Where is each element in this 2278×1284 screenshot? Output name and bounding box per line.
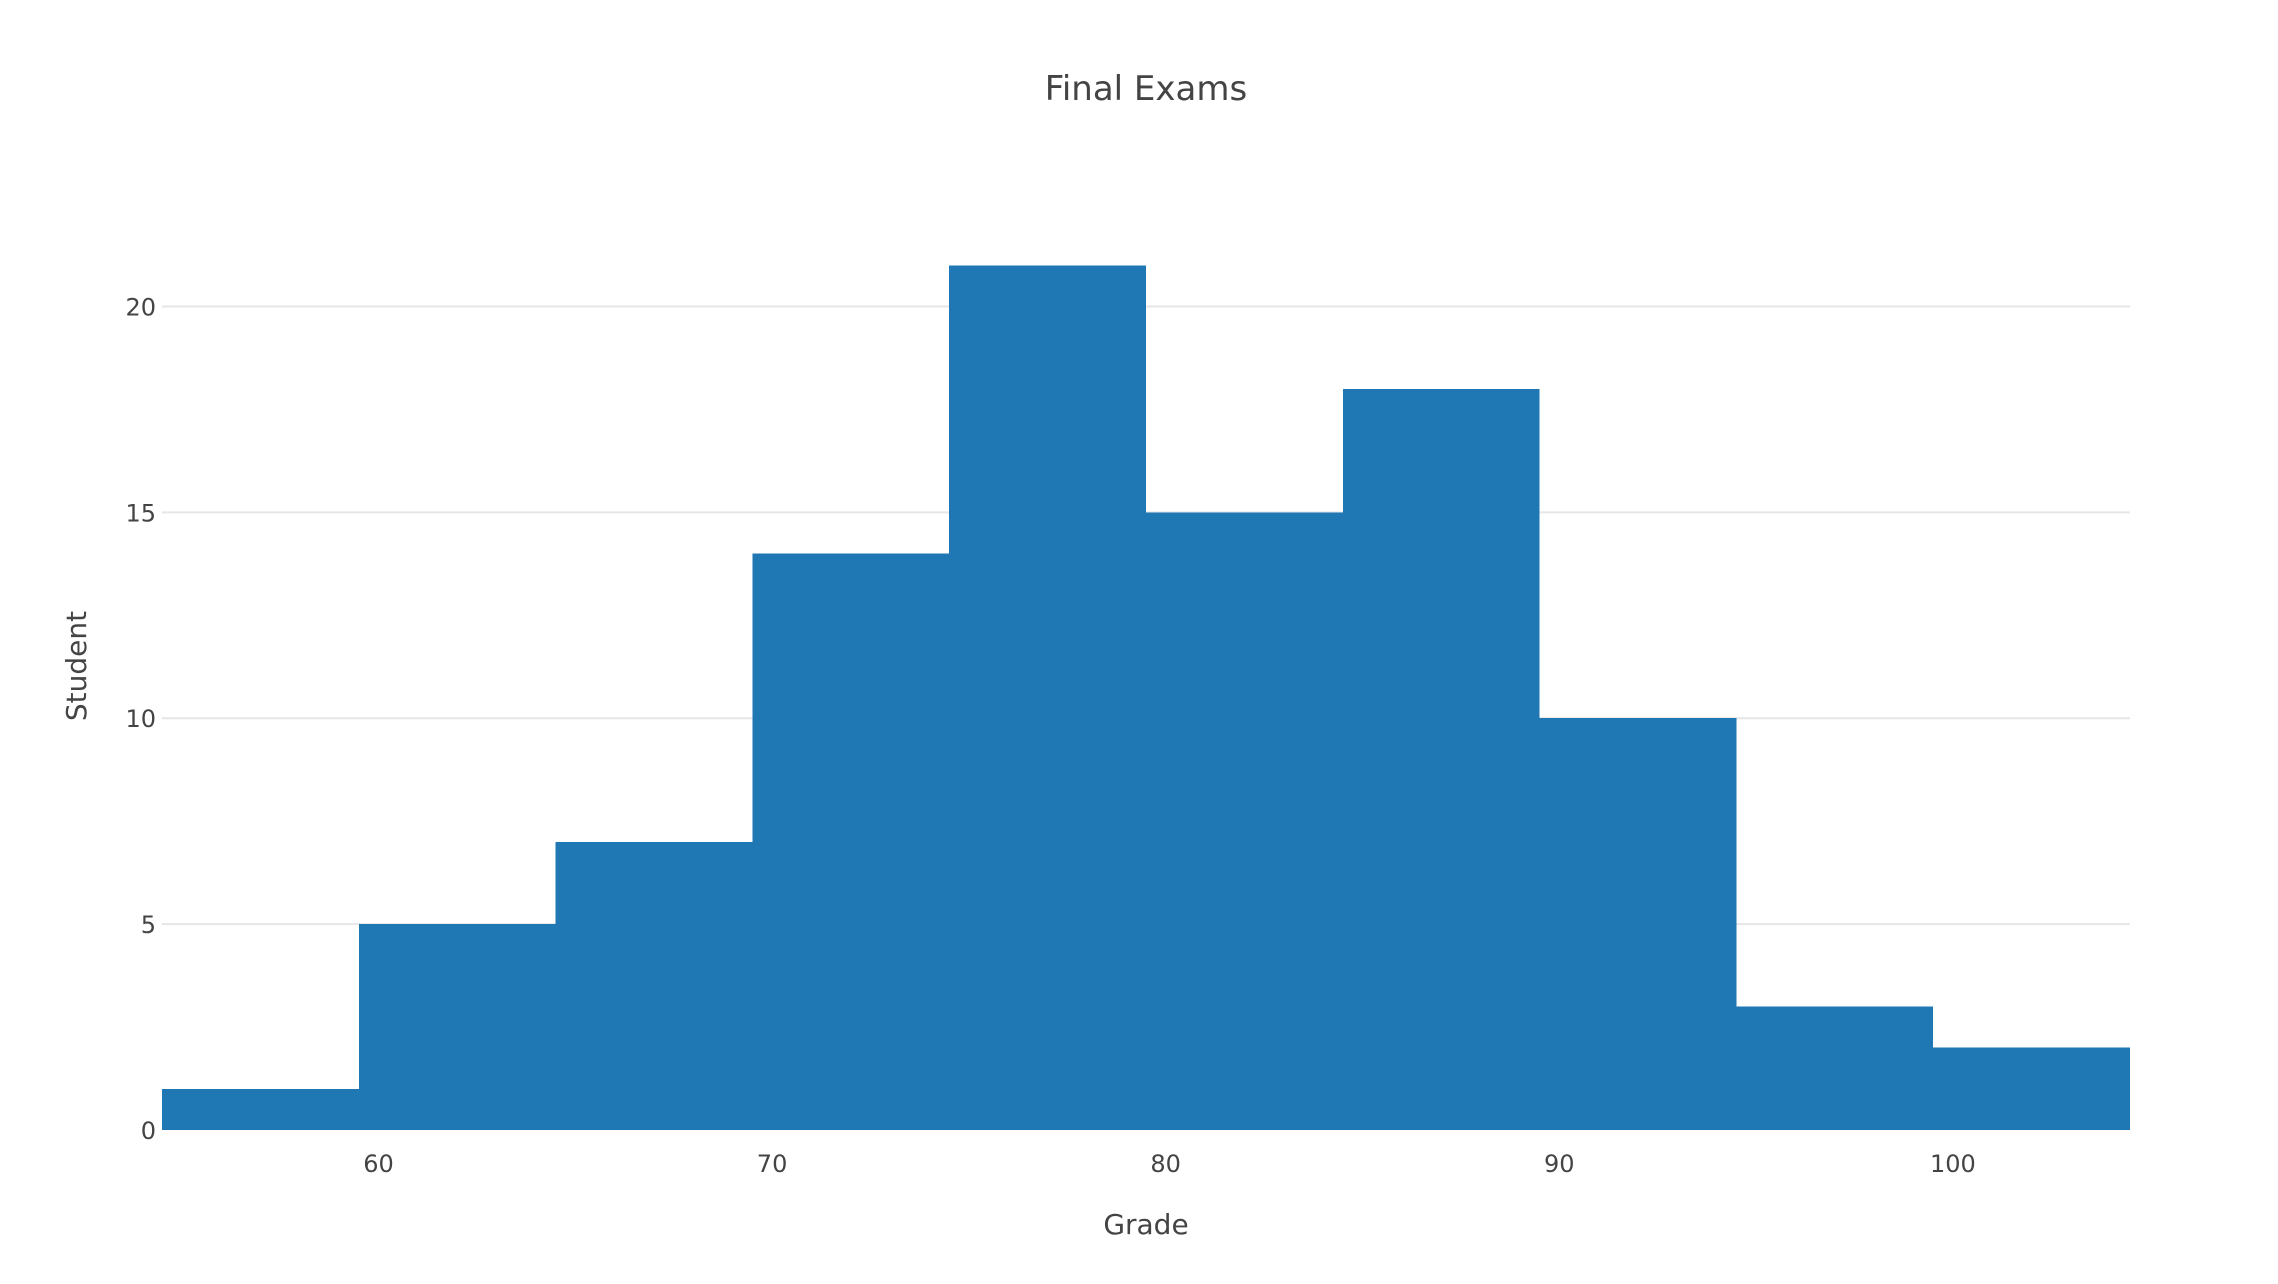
- chart-title: Final Exams: [1045, 69, 1247, 109]
- y-tick-label: 5: [141, 911, 156, 939]
- x-tick-label: 60: [363, 1150, 394, 1178]
- histogram-bar[interactable]: [1342, 388, 1540, 1131]
- histogram-bar[interactable]: [1539, 718, 1737, 1130]
- y-axis-title: Student: [60, 611, 93, 721]
- histogram-bar[interactable]: [1933, 1047, 2130, 1130]
- x-tick-label: 90: [1544, 1150, 1575, 1178]
- histogram-bar[interactable]: [555, 841, 753, 1130]
- x-tick-labels: 60 70 80 90 100: [363, 1150, 1976, 1178]
- histogram-bar[interactable]: [1736, 1006, 1934, 1130]
- y-tick-label: 20: [125, 293, 156, 321]
- x-axis-title: Grade: [1103, 1208, 1188, 1241]
- x-tick-label: 70: [757, 1150, 788, 1178]
- y-tick-label: 0: [141, 1117, 156, 1145]
- histogram-bar[interactable]: [949, 265, 1146, 1130]
- y-tick-labels: 0 5 10 15 20: [125, 293, 156, 1145]
- histogram-bar[interactable]: [1146, 512, 1343, 1130]
- histogram-bar[interactable]: [162, 1088, 359, 1130]
- histogram-bar[interactable]: [358, 924, 556, 1130]
- bars: [162, 265, 2130, 1131]
- y-tick-label: 10: [125, 705, 156, 733]
- x-tick-label: 80: [1150, 1150, 1181, 1178]
- x-tick-label: 100: [1930, 1150, 1976, 1178]
- y-tick-label: 15: [125, 499, 156, 527]
- histogram-bar[interactable]: [752, 553, 950, 1130]
